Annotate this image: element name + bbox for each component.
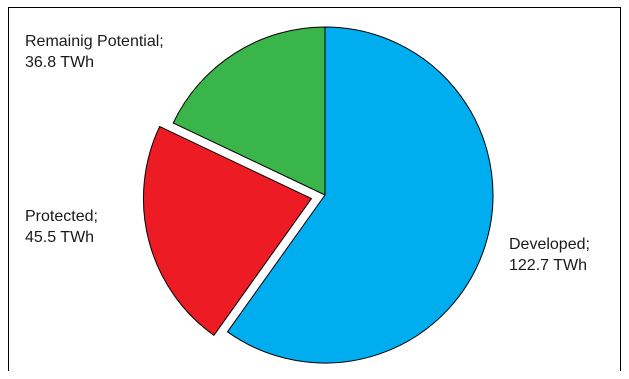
slice-label-developed-value: 122.7 TWh: [509, 257, 587, 274]
pie-slice-protected: [142, 125, 313, 337]
slice-label-remaining-potential-value: 36.8 TWh: [25, 54, 95, 71]
slice-label-protected-value: 45.5 TWh: [25, 229, 95, 246]
slice-label-developed-name: Developed;: [509, 236, 590, 253]
slice-label-remaining-potential: Remainig Potential; 36.8 TWh: [25, 31, 164, 73]
slice-label-protected-name: Protected;: [25, 208, 98, 225]
slice-label-developed: Developed; 122.7 TWh: [509, 234, 590, 276]
chart-frame: [8, 7, 621, 371]
slice-label-remaining-potential-name: Remainig Potential;: [25, 33, 164, 50]
slice-label-protected: Protected; 45.5 TWh: [25, 206, 98, 248]
pie-slice-developed: [226, 26, 494, 364]
pie-slice-remaining-potential: [172, 26, 326, 196]
